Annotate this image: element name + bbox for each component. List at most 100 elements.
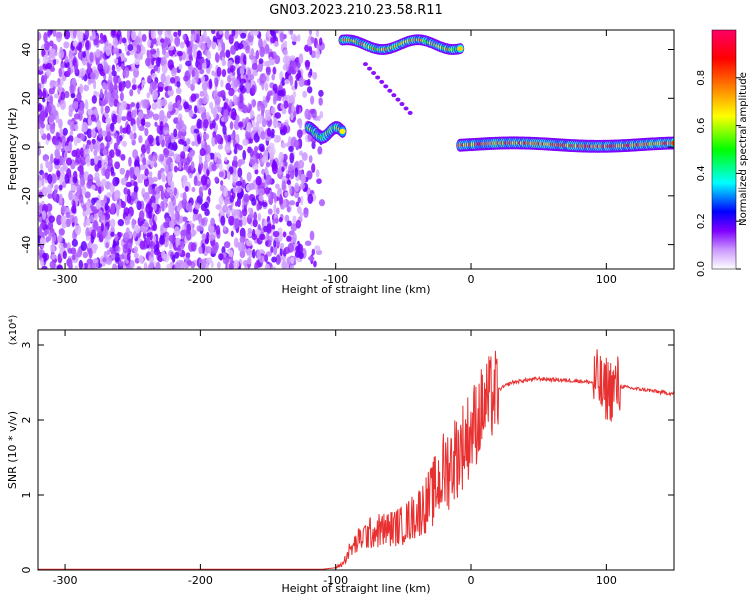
spectrogram-noise-cell xyxy=(231,30,236,37)
spectrogram-noise-cell xyxy=(48,87,55,95)
spectrogram-noise-cell xyxy=(313,260,317,268)
spectrogram-noise-cell xyxy=(235,241,240,248)
spectrogram-noise-cell xyxy=(54,160,60,166)
spectrogram-noise-cell xyxy=(56,264,63,269)
spectrogram-noise-cell xyxy=(249,30,255,36)
spectrogram-noise-cell xyxy=(144,168,149,177)
spectrogram-noise-cell xyxy=(46,184,53,195)
spectrogram-noise-cell xyxy=(268,56,273,66)
spectrogram-noise-cell xyxy=(40,257,44,267)
spectrogram-noise-cell xyxy=(225,82,232,91)
spectrogram-noise-cell xyxy=(264,263,271,269)
spectrogram-noise-cell xyxy=(122,232,130,242)
spectrogram-noise-cell xyxy=(51,254,56,260)
spectrogram-noise-cell xyxy=(38,88,41,96)
spectrogram-noise-cell xyxy=(308,255,315,262)
spectrogram-noise-cell xyxy=(79,101,85,111)
spectrogram-noise-cell xyxy=(266,223,272,234)
spectrogram-noise-cell xyxy=(143,113,151,120)
spectrogram-noise-cell xyxy=(119,125,123,134)
spectrogram-noise-cell xyxy=(258,58,264,65)
spectrogram-noise-cell xyxy=(223,112,229,123)
spectrogram-noise-cell xyxy=(165,232,170,239)
spectrogram-noise-cell xyxy=(250,48,255,56)
spectrogram-noise-cell xyxy=(176,50,183,57)
spectrogram-noise-cell xyxy=(91,229,96,237)
spectrogram-noise-cell xyxy=(233,155,238,162)
spectrogram-noise-cell xyxy=(94,141,101,153)
spectrogram-noise-cell xyxy=(264,254,269,263)
spectrogram-noise-cell xyxy=(289,30,294,36)
spectrogram-noise-cell xyxy=(69,214,76,223)
spectrogram-noise-cell xyxy=(55,152,61,160)
spectrogram-noise-cell xyxy=(251,62,258,70)
spectrogram-noise-cell xyxy=(52,30,57,38)
spectrogram-noise-cell xyxy=(200,106,206,113)
spectrogram-noise-cell xyxy=(158,109,165,121)
spectrogram-noise-cell xyxy=(274,112,282,119)
spectrogram-noise-cell xyxy=(148,154,154,162)
spectrogram-noise-cell xyxy=(87,108,94,116)
spectrogram-noise-cell xyxy=(174,261,181,269)
spectrogram-noise-cell xyxy=(165,74,171,86)
spectrogram-noise-cell xyxy=(266,30,271,38)
spectrogram-noise-cell xyxy=(210,260,214,269)
spectrogram-noise-cell xyxy=(163,149,170,156)
spectrogram-noise-cell xyxy=(296,129,303,139)
spectrogram-noise-cell xyxy=(64,145,70,152)
spectrogram-noise-cell xyxy=(303,208,309,218)
spectrogram-noise-cell xyxy=(239,83,244,92)
spectrogram-noise-cell xyxy=(163,221,169,229)
spectrogram-noise-cell xyxy=(120,177,127,186)
spectrogram-noise-cell xyxy=(203,160,208,171)
spectrogram-noise-cell xyxy=(42,54,48,65)
spectrogram-noise-cell xyxy=(180,240,185,250)
colorbar-tick-label: 0.0 xyxy=(696,261,707,277)
spectrogram-noise-cell xyxy=(74,123,79,132)
spectrogram-noise-cell xyxy=(267,90,273,97)
spectrogram-noise-cell xyxy=(38,225,43,235)
x-tick-label: 0 xyxy=(468,273,475,286)
spectrogram-noise-cell xyxy=(131,84,137,91)
spectrogram-noise-cell xyxy=(78,259,83,269)
spectrogram-noise-cell xyxy=(44,40,50,51)
spectrogram-noise-cell xyxy=(64,90,70,99)
spectrogram-noise-cell xyxy=(296,206,302,214)
spectrogram-noise-cell xyxy=(152,113,160,121)
y-tick-label: -40 xyxy=(20,236,33,254)
x-tick-label: -300 xyxy=(53,273,78,286)
spectrogram-noise-cell xyxy=(254,145,259,152)
spectrogram-noise-cell xyxy=(148,171,153,178)
spectrogram-noise-cell xyxy=(264,187,271,195)
spectrogram-noise-cell xyxy=(264,81,269,92)
spectrogram-noise-cell xyxy=(271,256,277,263)
spectrogram-noise-cell xyxy=(224,30,230,40)
spectrogram-noise-cell xyxy=(175,87,182,95)
spectrogram-noise-cell xyxy=(41,90,47,99)
colorbar-tick-label: 0.6 xyxy=(696,118,707,134)
spectrogram-noise-cell xyxy=(131,191,138,200)
spectrogram-noise-cell xyxy=(243,193,250,203)
spectrogram-noise-cell xyxy=(112,47,120,55)
spectrogram-image xyxy=(38,30,674,269)
spectrogram-noise-cell xyxy=(72,200,76,212)
spectrogram-noise-cell xyxy=(196,118,202,129)
spectrogram-noise-cell xyxy=(121,37,127,44)
spectrogram-noise-cell xyxy=(131,134,135,142)
spectrogram-noise-cell xyxy=(198,161,204,171)
spectrogram-noise-cell xyxy=(193,105,198,114)
spectrogram-noise-cell xyxy=(99,32,104,40)
spectrogram-noise-cell xyxy=(143,262,148,269)
spectrogram-noise-cell xyxy=(173,144,178,150)
spectrogram-noise-cell xyxy=(112,37,118,49)
spectrogram-noise-cell xyxy=(143,222,149,228)
spectrogram-noise-cell xyxy=(138,30,142,40)
spectrogram-noise-cell xyxy=(132,149,139,159)
spectrogram-noise-cell xyxy=(94,163,100,172)
spectrogram-noise-cell xyxy=(253,132,260,143)
spectrogram-noise-cell xyxy=(186,39,190,48)
spectrogram-noise-cell xyxy=(104,105,110,114)
spectrogram-noise-cell xyxy=(161,250,166,259)
spectrogram-noise-cell xyxy=(155,240,160,251)
spectrogram-noise-cell xyxy=(174,36,181,47)
